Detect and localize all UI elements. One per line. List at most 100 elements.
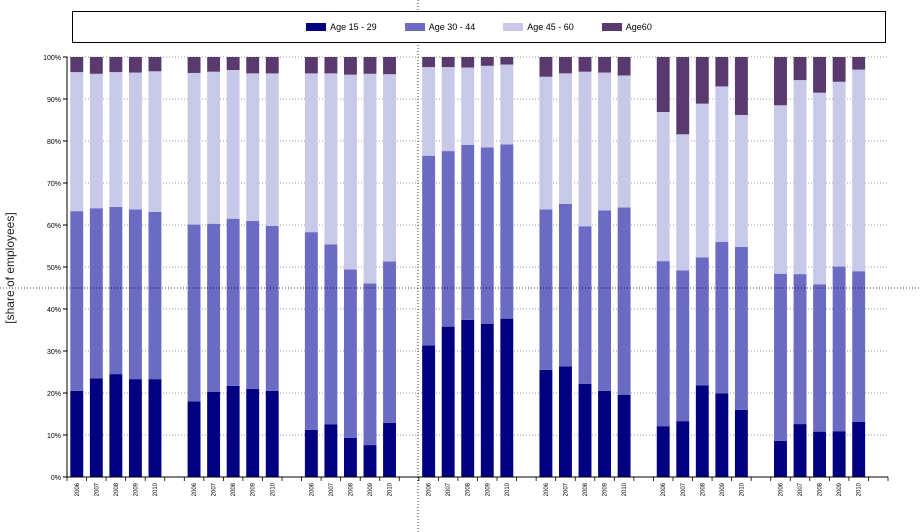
bar-segment [109, 72, 123, 207]
bar-segment [793, 274, 807, 425]
x-tick-label: 2009 [485, 482, 491, 496]
bar-segment [246, 388, 260, 477]
bar-segment [852, 57, 866, 70]
bar-segment [89, 73, 103, 209]
bar-segment [734, 409, 748, 477]
bar-segment [265, 390, 279, 477]
legend-swatch [404, 23, 425, 31]
bar-segment [246, 73, 260, 221]
bar-segment [715, 57, 729, 87]
bar-segment [852, 421, 866, 477]
y-tick-label: 20% [47, 391, 61, 398]
bar-segment [461, 67, 475, 145]
y-tick-label: 70% [47, 181, 61, 188]
bar-segment [578, 383, 592, 477]
legend-label: Age 45 - 60 [527, 22, 574, 32]
bar-segment [774, 57, 787, 106]
bar-segment [422, 57, 436, 68]
bar-segment [695, 57, 709, 104]
x-tick-label: 2010 [739, 482, 745, 496]
x-tick-label: 2010 [153, 482, 159, 496]
x-tick-label: 2008 [583, 482, 589, 496]
x-tick-label: 2007 [446, 482, 452, 496]
bar-segment [363, 445, 377, 477]
bar-segment [500, 144, 514, 319]
bar-segment [148, 57, 162, 72]
bar-segment [383, 422, 396, 477]
y-tick-label: 0% [51, 475, 61, 482]
bars [70, 57, 866, 477]
bar-segment [70, 57, 84, 73]
x-tick-label: 2009 [720, 482, 726, 496]
x-tick-label: 2010 [857, 482, 863, 496]
legend-entry: Age 45 - 60 [503, 22, 574, 32]
x-tick-label: 2006 [544, 482, 550, 496]
bar-segment [128, 72, 142, 210]
bar-segment [676, 421, 690, 477]
x-tick-label: 2010 [388, 482, 394, 496]
x-tick-label: 2006 [309, 482, 315, 496]
bar-segment [832, 81, 846, 267]
bar-segment [656, 112, 670, 262]
legend-entry: Age60 [601, 22, 652, 32]
x-tick-label: 2007 [563, 482, 569, 496]
bar-segment [226, 57, 240, 71]
bar-segment [656, 426, 670, 477]
bar-segment [656, 261, 670, 427]
x-tick-label: 2007 [329, 482, 335, 496]
bar-segment [226, 385, 240, 477]
bar-segment [343, 437, 357, 477]
bar-segment [207, 71, 221, 224]
y-tick-label: 40% [47, 307, 61, 314]
bar-segment [265, 57, 279, 74]
y-tick-label: 50% [47, 265, 61, 272]
bar-segment [480, 147, 494, 324]
bar-segment [793, 57, 807, 81]
bar-segment [383, 261, 396, 423]
bar-segment [539, 57, 553, 77]
legend-items: Age 15 - 29 Age 30 - 44 Age 45 - 60 Age60 [73, 12, 885, 42]
legend-entry: Age 30 - 44 [404, 22, 475, 32]
x-tick-label: 2006 [75, 482, 81, 496]
x-tick-label: 2010 [270, 482, 276, 496]
bar-segment [89, 57, 103, 74]
x-tick-label: 2007 [212, 482, 218, 496]
bar-segment [793, 80, 807, 275]
bar-segment [832, 266, 846, 432]
bar-segment [383, 57, 396, 75]
bar-segment [148, 71, 162, 212]
bar-segment [226, 218, 240, 386]
x-tick-label: 2007 [798, 482, 804, 496]
bar-segment [109, 374, 123, 477]
bar-segment [676, 57, 690, 135]
x-tick-label: 2006 [427, 482, 433, 496]
bar-segment [304, 73, 318, 233]
bar-segment [813, 57, 827, 93]
x-tick-label: 2006 [778, 482, 784, 496]
bar-segment [187, 224, 201, 402]
bar-segment [343, 57, 357, 75]
bar-segment [383, 74, 396, 262]
bar-segment [343, 74, 357, 270]
bar-segment [148, 211, 162, 380]
bar-segment [715, 393, 729, 477]
bar-segment [109, 57, 123, 73]
x-tick-label: 2007 [681, 482, 687, 496]
bar-segment [148, 379, 162, 477]
bar-segment [461, 319, 475, 477]
y-tick-label: 10% [47, 433, 61, 440]
bar-segment [734, 57, 748, 115]
bar-segment [598, 72, 612, 211]
bar-segment [343, 269, 357, 438]
legend-label: Age 15 - 29 [330, 22, 377, 32]
bar-segment [461, 144, 475, 320]
x-tick-label: 2006 [192, 482, 198, 496]
bar-segment [715, 86, 729, 242]
bar-segment [480, 323, 494, 477]
x-tick-label: 2009 [837, 482, 843, 496]
legend-label: Age60 [625, 22, 652, 32]
legend-swatch [601, 23, 622, 31]
y-tick-label: 60% [47, 223, 61, 230]
